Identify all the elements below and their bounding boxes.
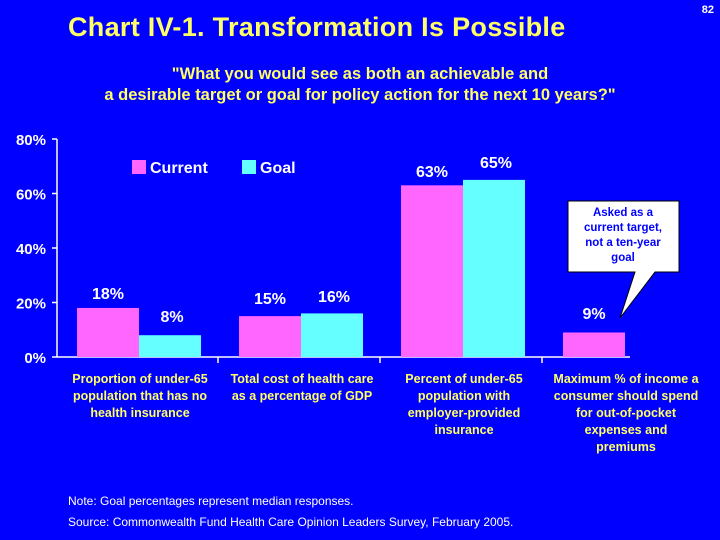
bar-goal (463, 179, 525, 357)
annotation-text: current target, (584, 222, 662, 234)
x-tick-label: for out-of-pocket (576, 406, 677, 420)
legend-label-goal: Goal (260, 160, 296, 177)
data-label: 18% (92, 286, 124, 303)
data-label: 63% (416, 164, 448, 181)
legend-label-current: Current (150, 160, 208, 177)
x-tick-label: Maximum % of income a (553, 372, 699, 386)
chart-source: Source: Commonwealth Fund Health Care Op… (68, 515, 514, 529)
x-tick-label: health insurance (90, 406, 189, 420)
y-tick-label: 60% (16, 187, 46, 204)
bar-current (239, 316, 301, 357)
data-label: 65% (480, 155, 512, 172)
bar-current (401, 185, 463, 357)
subtitle-line-2: a desirable target or goal for policy ac… (104, 86, 616, 104)
x-tick-label: insurance (434, 423, 493, 437)
bar-goal (301, 313, 363, 357)
chart-subtitle: "What you would see as both an achievabl… (0, 64, 720, 106)
x-tick-label: employer-provided (408, 406, 521, 420)
x-tick-label: population with (418, 389, 510, 403)
annotation-callout (567, 200, 680, 319)
annotation-text: Asked as a (593, 207, 654, 219)
y-tick-label: 0% (24, 350, 46, 367)
annotation-text: goal (611, 252, 635, 264)
x-tick-label: as a percentage of GDP (232, 389, 372, 403)
chart-title: Chart IV-1. Transformation Is Possible (68, 12, 566, 42)
y-tick-label: 40% (16, 241, 46, 258)
bar-goal (139, 335, 201, 357)
x-tick-label: Percent of under-65 (405, 372, 522, 386)
x-tick-label: premiums (596, 440, 656, 454)
subtitle-line-1: "What you would see as both an achievabl… (171, 65, 549, 83)
y-tick-label: 80% (16, 132, 46, 149)
data-label: 16% (318, 289, 350, 306)
page-number: 82 (701, 4, 714, 16)
annotation-text: not a ten-year (585, 237, 661, 249)
bar-current (563, 332, 625, 357)
y-tick-label: 20% (16, 296, 46, 313)
x-tick-label: consumer should spend (554, 389, 698, 403)
data-label: 15% (254, 291, 286, 308)
legend-swatch-current (132, 160, 146, 174)
x-tick-label: Total cost of health care (231, 372, 374, 386)
data-label: 8% (160, 309, 183, 326)
x-tick-label: population that has no (73, 389, 207, 403)
legend-swatch-goal (242, 160, 256, 174)
x-tick-label: Proportion of under-65 (72, 372, 207, 386)
x-tick-label: expenses and (585, 423, 668, 437)
bar-current (77, 307, 139, 357)
data-label: 9% (582, 306, 605, 323)
chart-note: Note: Goal percentages represent median … (68, 494, 354, 508)
